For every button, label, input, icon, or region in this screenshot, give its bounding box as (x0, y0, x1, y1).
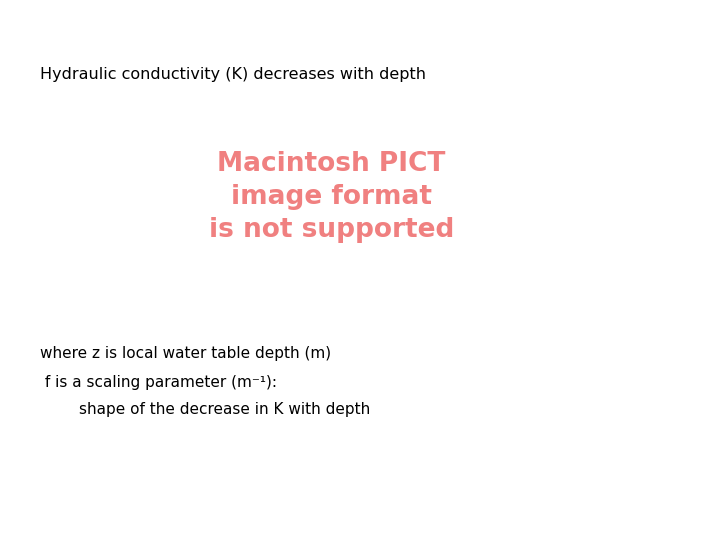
Text: Macintosh PICT
image format
is not supported: Macintosh PICT image format is not suppo… (209, 151, 454, 243)
Text: shape of the decrease in K with depth: shape of the decrease in K with depth (40, 402, 370, 417)
Text: where z is local water table depth (m): where z is local water table depth (m) (40, 346, 330, 361)
Text: f is a scaling parameter (m⁻¹):: f is a scaling parameter (m⁻¹): (40, 375, 276, 390)
Text: Hydraulic conductivity (K) decreases with depth: Hydraulic conductivity (K) decreases wit… (40, 68, 426, 83)
